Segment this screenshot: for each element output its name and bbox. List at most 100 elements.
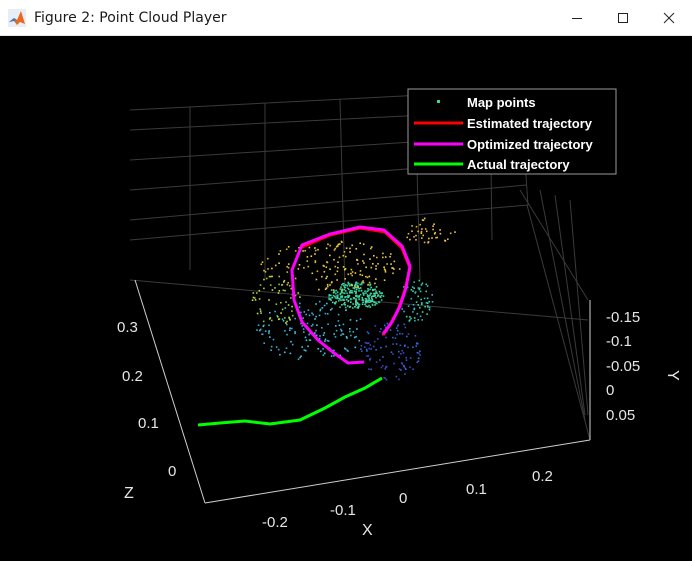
map-point xyxy=(323,265,325,267)
map-point xyxy=(328,295,330,297)
map-point xyxy=(375,265,377,267)
map-point xyxy=(269,311,271,314)
map-point xyxy=(379,330,381,333)
map-point xyxy=(361,298,364,300)
map-point xyxy=(335,301,337,303)
map-point xyxy=(366,350,368,352)
map-point xyxy=(376,256,378,259)
point-cloud-axes[interactable]: 0.3 0.2 0.1 0 Z -0.2 -0.1 0 0.1 0.2 X -0… xyxy=(0,36,692,557)
map-point xyxy=(314,260,317,262)
legend[interactable]: Map points Estimated trajectory Optimize… xyxy=(407,88,617,175)
map-point xyxy=(417,230,419,233)
map-point xyxy=(264,271,267,273)
map-point xyxy=(366,300,368,302)
map-point xyxy=(341,295,344,297)
map-point xyxy=(370,296,373,298)
map-point xyxy=(369,288,371,291)
map-point xyxy=(329,244,331,247)
map-point xyxy=(370,266,373,269)
map-point xyxy=(412,346,414,348)
map-point xyxy=(341,291,343,294)
map-point xyxy=(433,233,436,235)
map-point xyxy=(400,362,403,364)
map-point xyxy=(423,297,426,300)
map-point xyxy=(327,243,329,246)
map-point xyxy=(405,359,408,361)
map-point xyxy=(298,246,300,249)
map-point xyxy=(316,324,318,326)
map-point xyxy=(291,314,294,317)
map-point xyxy=(310,325,313,327)
map-point xyxy=(280,301,282,304)
map-point xyxy=(383,268,386,270)
minimize-button[interactable] xyxy=(554,0,600,35)
map-point xyxy=(367,342,370,344)
map-point xyxy=(294,331,296,333)
map-point xyxy=(344,286,347,289)
map-point xyxy=(347,273,350,276)
map-point xyxy=(334,302,336,304)
map-point xyxy=(340,299,342,302)
map-point xyxy=(301,325,304,327)
map-point xyxy=(421,237,423,239)
map-point xyxy=(264,330,267,332)
map-point xyxy=(334,247,337,250)
map-point xyxy=(393,362,395,365)
map-point xyxy=(395,375,398,378)
map-point xyxy=(304,336,307,339)
map-point xyxy=(362,281,365,284)
map-point xyxy=(287,246,290,248)
map-point xyxy=(256,312,259,315)
map-point xyxy=(370,246,373,248)
map-point xyxy=(427,306,429,308)
map-point xyxy=(328,298,330,301)
map-point xyxy=(392,336,394,339)
map-point xyxy=(337,297,339,300)
map-point xyxy=(373,255,375,257)
z-tick: 0.3 xyxy=(117,319,138,336)
map-point xyxy=(310,255,313,257)
map-point xyxy=(279,353,281,356)
map-point xyxy=(371,304,374,306)
maximize-button[interactable] xyxy=(600,0,646,35)
map-point xyxy=(398,356,400,359)
map-point xyxy=(395,343,398,345)
map-point xyxy=(328,293,331,296)
map-point xyxy=(418,287,421,290)
map-point xyxy=(318,288,320,291)
map-point xyxy=(303,267,305,269)
map-point xyxy=(260,263,263,266)
map-point xyxy=(260,312,262,314)
map-point xyxy=(306,256,309,258)
title-bar[interactable]: Figure 2: Point Cloud Player xyxy=(0,0,692,36)
map-point xyxy=(397,324,400,326)
map-point xyxy=(360,283,363,286)
map-point xyxy=(346,292,348,294)
map-point xyxy=(420,232,423,234)
map-point xyxy=(340,334,342,337)
map-point xyxy=(289,319,291,321)
map-point xyxy=(315,334,318,337)
map-point xyxy=(324,338,327,341)
map-point xyxy=(275,346,278,348)
map-point xyxy=(349,328,351,330)
plot-canvas[interactable]: 0.3 0.2 0.1 0 Z -0.2 -0.1 0 0.1 0.2 X -0… xyxy=(0,36,692,557)
map-point xyxy=(330,355,333,357)
map-point xyxy=(347,295,350,297)
map-point xyxy=(380,328,382,330)
map-point xyxy=(270,345,273,348)
map-point xyxy=(356,259,359,261)
map-point xyxy=(374,292,376,295)
map-point xyxy=(338,256,341,259)
map-point xyxy=(340,330,343,332)
close-button[interactable] xyxy=(646,0,692,35)
map-point xyxy=(287,263,290,265)
map-point xyxy=(278,262,280,264)
map-point xyxy=(419,306,421,309)
legend-label: Optimized trajectory xyxy=(467,137,593,152)
map-point xyxy=(365,342,368,344)
map-point xyxy=(291,327,293,330)
map-point xyxy=(426,302,429,304)
map-point xyxy=(258,298,261,300)
map-point xyxy=(287,304,290,306)
